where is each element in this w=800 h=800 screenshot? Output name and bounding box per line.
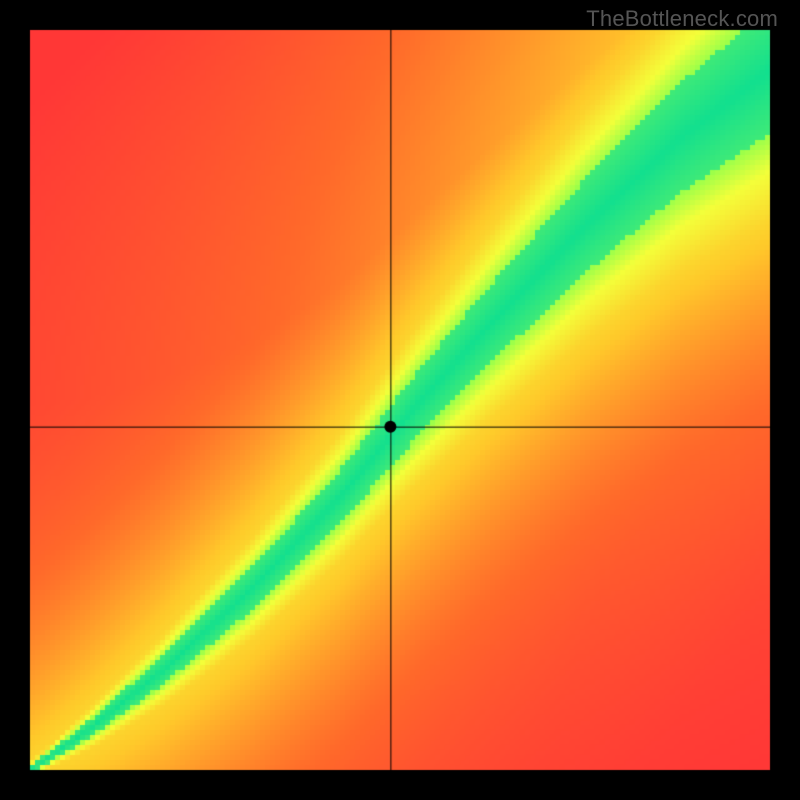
heatmap-canvas xyxy=(0,0,800,800)
watermark-text: TheBottleneck.com xyxy=(586,6,778,32)
chart-container: TheBottleneck.com xyxy=(0,0,800,800)
